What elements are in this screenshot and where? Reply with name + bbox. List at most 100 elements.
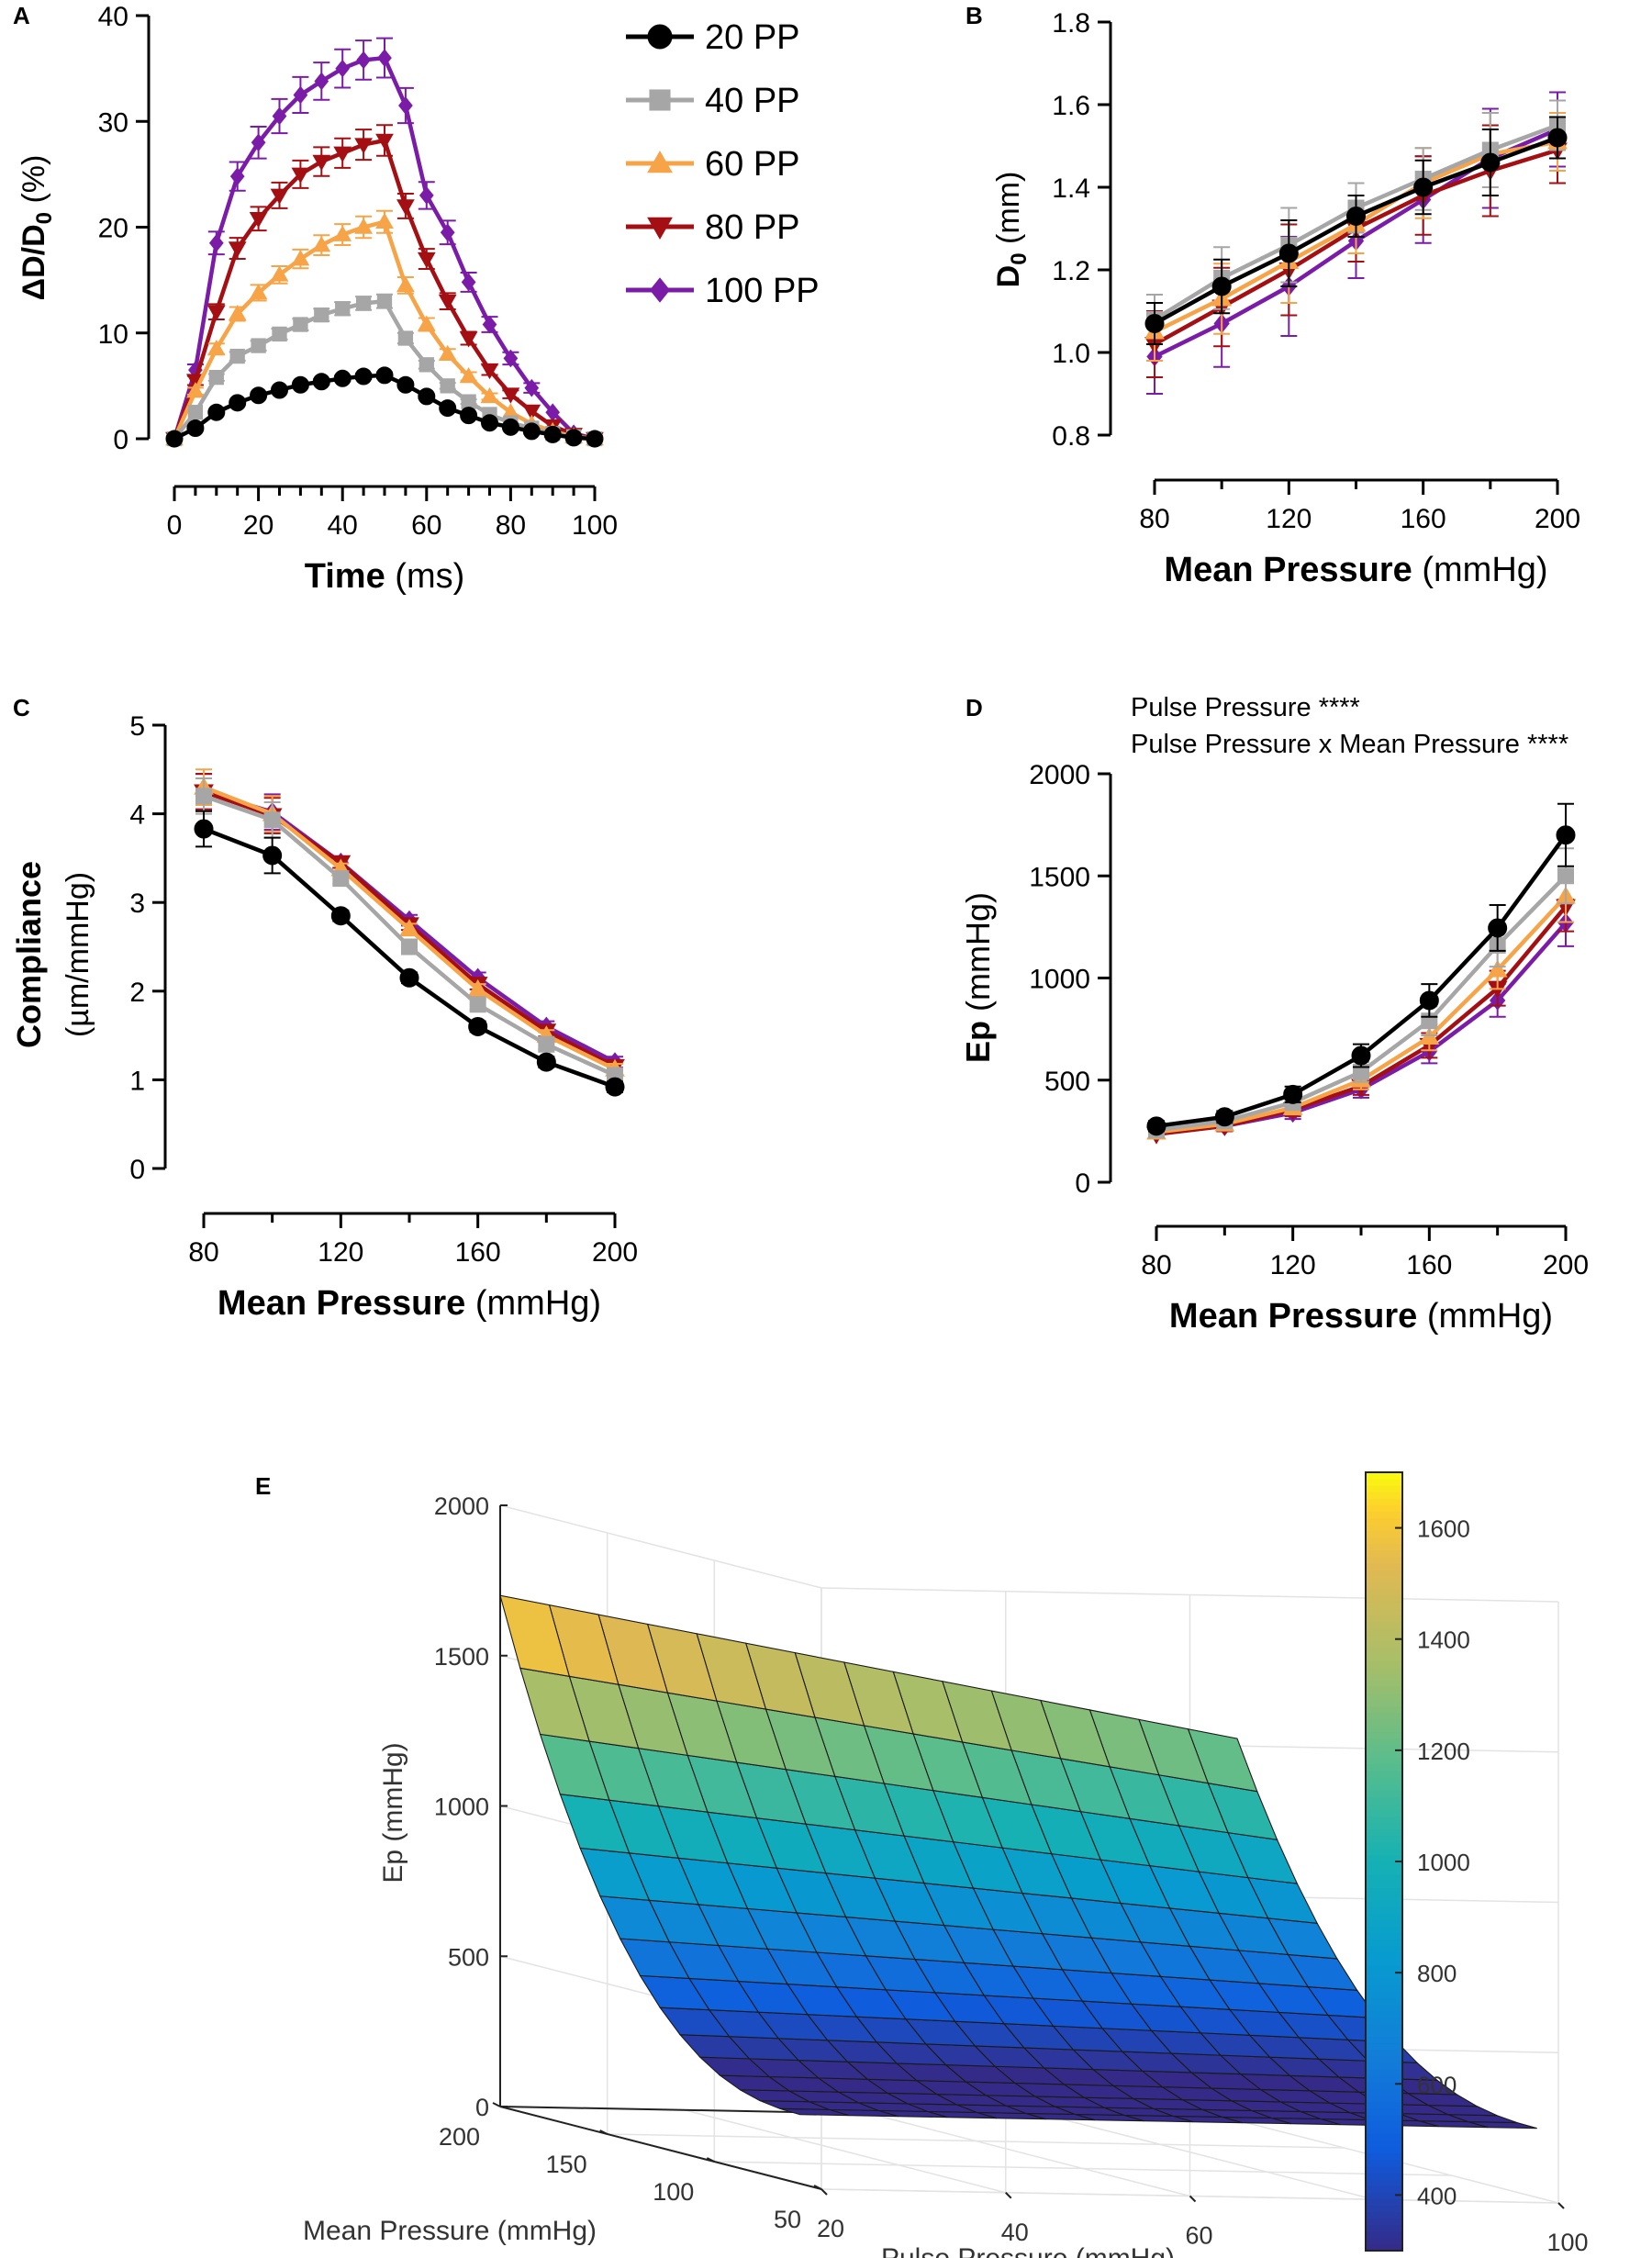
data-point	[419, 186, 434, 205]
data-point	[564, 429, 583, 447]
panel-label-a: A	[13, 2, 30, 29]
panel-e: E05001000150020002001501005020406080100E…	[255, 1471, 1589, 2258]
x-tick-label: 120	[1266, 504, 1312, 534]
legend-label: 40 PP	[705, 82, 800, 120]
pulse-tick	[820, 2188, 828, 2196]
data-point	[461, 273, 476, 292]
colorbar-segment	[1366, 1991, 1402, 1998]
colorbar-segment	[1366, 1965, 1402, 1973]
x-tick-label: 0	[167, 510, 183, 541]
legend-marker	[647, 24, 673, 50]
legend-item-40pp: 40 PP	[626, 82, 800, 120]
y-tick-label: 1500	[1029, 862, 1090, 892]
colorbar-segment	[1366, 1854, 1402, 1862]
y-axis-label: Ep (mmHg)	[959, 892, 997, 1063]
colorbar-segment	[1366, 2056, 1402, 2063]
data-point	[207, 403, 226, 421]
data-point	[270, 188, 289, 205]
y-tick-label: 2	[129, 978, 145, 1008]
panel-label-b: B	[966, 2, 983, 29]
colorbar-segment	[1366, 1718, 1402, 1727]
data-point	[356, 50, 371, 70]
y-tick-label: 0	[1075, 1168, 1090, 1199]
panel-label-d: D	[966, 694, 983, 721]
data-point	[501, 387, 520, 404]
panel-b: 0.8 1.0 1.2 1.4 1.6 1.8 80 120 160 200 Mean Pressu…	[966, 2, 1580, 589]
data-point	[1211, 276, 1232, 296]
data-point	[418, 387, 436, 406]
colorbar-segment	[1366, 1951, 1402, 1960]
y-tick-label: 1.0	[1052, 339, 1090, 369]
series-20pp	[165, 366, 604, 448]
data-point	[377, 49, 392, 67]
colorbar-segment	[1366, 2230, 1402, 2239]
colorbar-segment	[1366, 1680, 1402, 1687]
colorbar-segment	[1366, 1634, 1402, 1642]
colorbar-segment	[1366, 2082, 1402, 2089]
data-point	[194, 819, 214, 839]
data-point	[263, 811, 281, 829]
x-tick-label: 120	[318, 1237, 363, 1268]
x-tick-label: 100	[572, 510, 618, 541]
data-point	[354, 138, 373, 154]
y-tick-label: 500	[1044, 1067, 1090, 1097]
y-tick-label: 4	[129, 800, 145, 831]
colorbar-tick-label: 1600	[1417, 1515, 1470, 1543]
data-point	[461, 394, 476, 409]
surface-cell	[499, 1594, 571, 1677]
colorbar-segment	[1366, 2069, 1402, 2076]
colorbar-segment	[1366, 1881, 1402, 1888]
colorbar-segment	[1366, 1582, 1402, 1590]
data-point	[354, 367, 373, 386]
pulse-tick	[1557, 2202, 1565, 2209]
data-point	[206, 340, 226, 356]
data-point	[195, 788, 212, 805]
legend-marker	[649, 277, 671, 303]
data-point	[1547, 128, 1568, 148]
colorbar-segment	[1366, 2160, 1402, 2167]
data-point	[1351, 1045, 1371, 1066]
data-point	[335, 59, 351, 78]
data-point	[293, 317, 308, 332]
colorbar-segment	[1366, 2133, 1402, 2141]
annotation-interaction: Pulse Pressure x Mean Pressure ****	[1131, 730, 1568, 759]
y-axis-unit: (µm/mmHg)	[61, 872, 95, 1037]
colorbar: 400 600 800 1000 1200 1400 1600	[1365, 1471, 1470, 2252]
data-point	[314, 307, 329, 323]
mean-tick-label: 50	[774, 2206, 801, 2233]
colorbar-segment	[1366, 1816, 1402, 1824]
colorbar-segment	[1366, 2029, 1402, 2038]
colorbar-segment	[1366, 1959, 1402, 1966]
colorbar-segment	[1366, 1764, 1402, 1772]
colorbar-segment	[1366, 2211, 1402, 2219]
data-point	[1283, 1084, 1303, 1104]
data-point	[605, 1077, 625, 1097]
z-tick-label: 500	[448, 1943, 489, 1971]
z-tick-label: 2000	[434, 1492, 489, 1520]
data-point	[1214, 1107, 1234, 1127]
data-point	[228, 241, 247, 258]
data-point	[1144, 314, 1165, 333]
colorbar-segment	[1366, 1524, 1402, 1532]
data-point	[262, 845, 283, 866]
colorbar-segment	[1366, 2107, 1402, 2116]
colorbar-segment	[1366, 1562, 1402, 1571]
data-point	[375, 212, 394, 229]
series-20pp	[1144, 116, 1568, 345]
colorbar-segment	[1366, 1932, 1402, 1940]
data-point	[459, 366, 478, 384]
x-tick-label: 60	[411, 510, 441, 541]
colorbar-segment	[1366, 1549, 1402, 1558]
data-point	[396, 375, 415, 394]
data-point	[1487, 959, 1508, 978]
y-tick-label: 1.2	[1052, 256, 1090, 286]
colorbar-segment	[1366, 2218, 1402, 2226]
data-point	[291, 375, 309, 394]
mean-axis-label: Mean Pressure (mmHg)	[303, 2216, 597, 2246]
colorbar-tick-label: 1400	[1417, 1626, 1470, 1654]
y-axis-label: ΔD/D0 (%)	[17, 155, 57, 301]
data-point	[1146, 1116, 1166, 1136]
colorbar-segment	[1366, 2075, 1402, 2083]
colorbar-segment	[1366, 1972, 1402, 1979]
